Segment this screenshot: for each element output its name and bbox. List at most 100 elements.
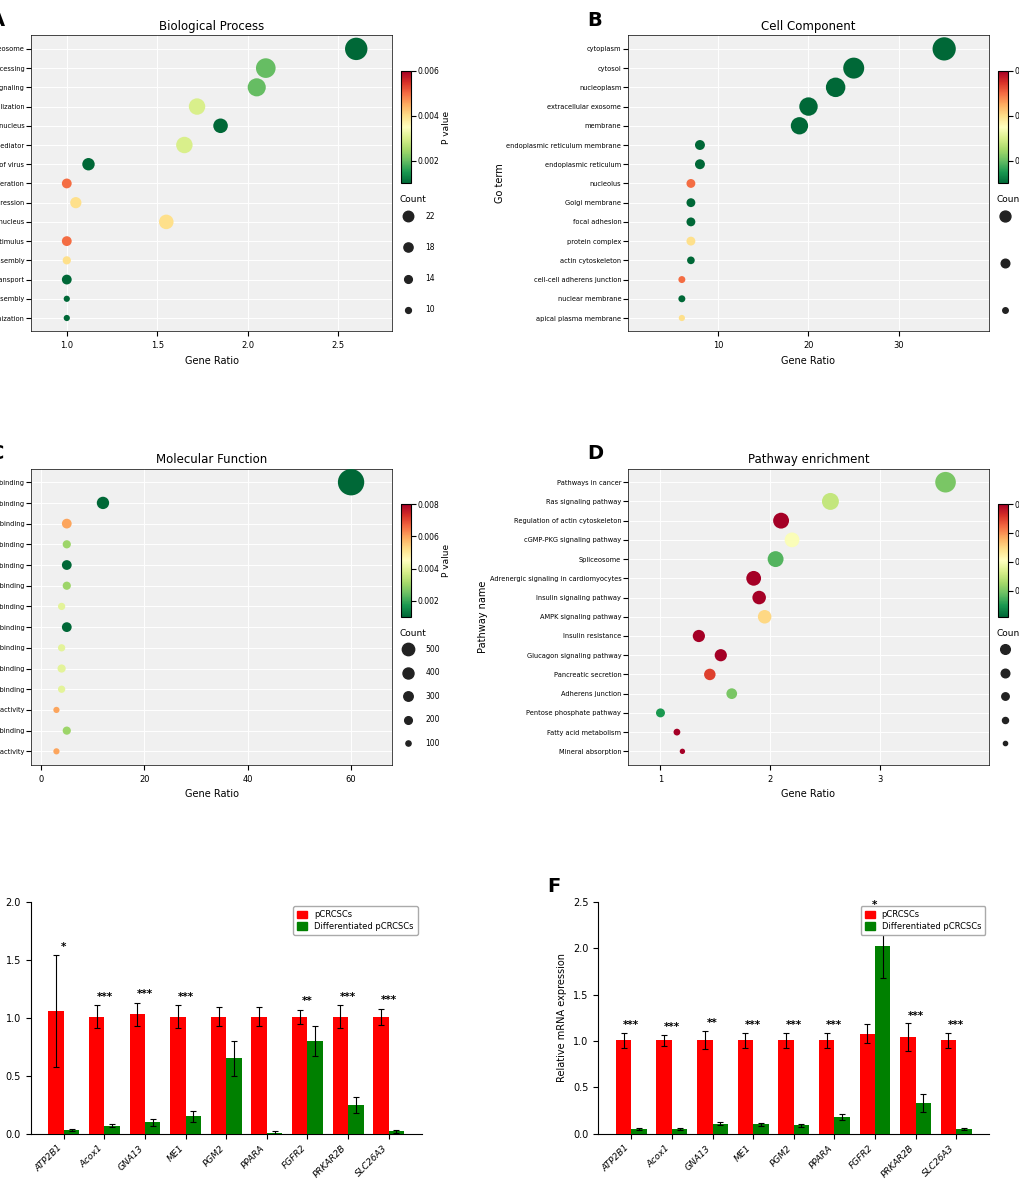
Point	[399, 733, 416, 752]
Text: **: **	[706, 1018, 717, 1029]
Bar	[104, 1125, 120, 1134]
Point	[791, 117, 807, 136]
Point	[845, 59, 861, 78]
Point	[48, 742, 64, 761]
Text: ***: ***	[744, 1020, 760, 1030]
Text: 14: 14	[425, 274, 435, 283]
Point	[826, 78, 843, 97]
Bar	[777, 1040, 793, 1134]
Title: Molecular Function: Molecular Function	[156, 454, 267, 466]
Point	[997, 640, 1013, 659]
Point	[674, 742, 690, 761]
X-axis label: Gene Ratio: Gene Ratio	[781, 789, 835, 800]
Bar	[129, 1014, 145, 1134]
Bar	[332, 1017, 347, 1134]
Point	[682, 213, 698, 231]
Point	[682, 174, 698, 193]
Text: D: D	[586, 444, 602, 463]
Bar	[291, 1017, 307, 1134]
Point	[691, 155, 707, 174]
Point	[58, 231, 74, 250]
Text: **: **	[302, 997, 313, 1006]
Point	[158, 213, 174, 231]
Text: Count: Count	[995, 195, 1019, 204]
Point	[682, 250, 698, 269]
Point	[399, 664, 416, 683]
Bar	[712, 1123, 728, 1134]
Point	[67, 194, 84, 213]
Text: ***: ***	[96, 992, 112, 1001]
Bar	[211, 1017, 226, 1134]
Point	[772, 511, 789, 530]
Bar	[347, 1104, 363, 1134]
Text: ***: ***	[907, 1011, 923, 1020]
Point	[58, 174, 74, 193]
Point	[212, 117, 228, 136]
Point	[58, 535, 74, 554]
Bar	[48, 1011, 64, 1134]
Point	[58, 555, 74, 574]
X-axis label: Gene Ratio: Gene Ratio	[781, 355, 835, 366]
Text: ***: ***	[339, 992, 356, 1001]
Point	[668, 723, 685, 742]
Text: ***: ***	[380, 996, 396, 1005]
Text: 18: 18	[425, 243, 434, 252]
Y-axis label: Pathway name: Pathway name	[478, 581, 488, 653]
Text: 500: 500	[425, 645, 439, 654]
Bar	[170, 1017, 185, 1134]
Point	[176, 136, 193, 155]
Text: 300: 300	[425, 692, 439, 700]
Bar	[899, 1037, 915, 1134]
Text: Count: Count	[995, 628, 1019, 638]
Point	[58, 576, 74, 595]
Title: Cell Component: Cell Component	[760, 20, 855, 33]
Point	[399, 640, 416, 659]
Text: ***: ***	[785, 1020, 801, 1030]
Text: 100: 100	[425, 739, 439, 748]
Point	[745, 569, 761, 588]
Point	[673, 308, 689, 327]
X-axis label: Gene Ratio: Gene Ratio	[184, 789, 238, 800]
Text: Count: Count	[398, 628, 426, 638]
Text: 22: 22	[425, 211, 434, 221]
Bar	[615, 1040, 631, 1134]
Text: C: C	[0, 444, 4, 463]
Point	[997, 664, 1013, 683]
Text: ***: ***	[663, 1022, 680, 1032]
Text: ***: ***	[948, 1020, 963, 1030]
Point	[58, 250, 74, 269]
Point	[766, 549, 783, 568]
Point	[399, 687, 416, 706]
Text: ***: ***	[825, 1020, 842, 1030]
Bar	[64, 1130, 79, 1134]
Point	[701, 665, 717, 684]
Point	[249, 78, 265, 97]
Text: 10: 10	[425, 306, 435, 314]
Bar	[656, 1040, 672, 1134]
Point	[58, 722, 74, 740]
Text: ***: ***	[137, 990, 153, 999]
Point	[691, 136, 707, 155]
Bar	[874, 946, 890, 1134]
Point	[399, 237, 416, 256]
Bar	[834, 1117, 849, 1134]
Y-axis label: P value: P value	[441, 111, 450, 144]
Point	[997, 300, 1013, 319]
Bar	[226, 1058, 242, 1134]
Title: Biological Process: Biological Process	[159, 20, 264, 33]
Point	[800, 97, 816, 116]
Bar	[915, 1103, 930, 1134]
Point	[682, 194, 698, 213]
Point	[399, 207, 416, 226]
Point	[722, 684, 739, 703]
Text: *: *	[61, 942, 66, 952]
Y-axis label: Go term: Go term	[494, 164, 504, 203]
Text: 200: 200	[425, 716, 439, 724]
Point	[682, 231, 698, 250]
Bar	[388, 1131, 404, 1134]
Text: Count: Count	[398, 195, 426, 204]
Bar	[145, 1122, 160, 1134]
Point	[58, 308, 74, 327]
Y-axis label: Relative mRNA expression: Relative mRNA expression	[556, 953, 567, 1083]
Point	[58, 618, 74, 637]
